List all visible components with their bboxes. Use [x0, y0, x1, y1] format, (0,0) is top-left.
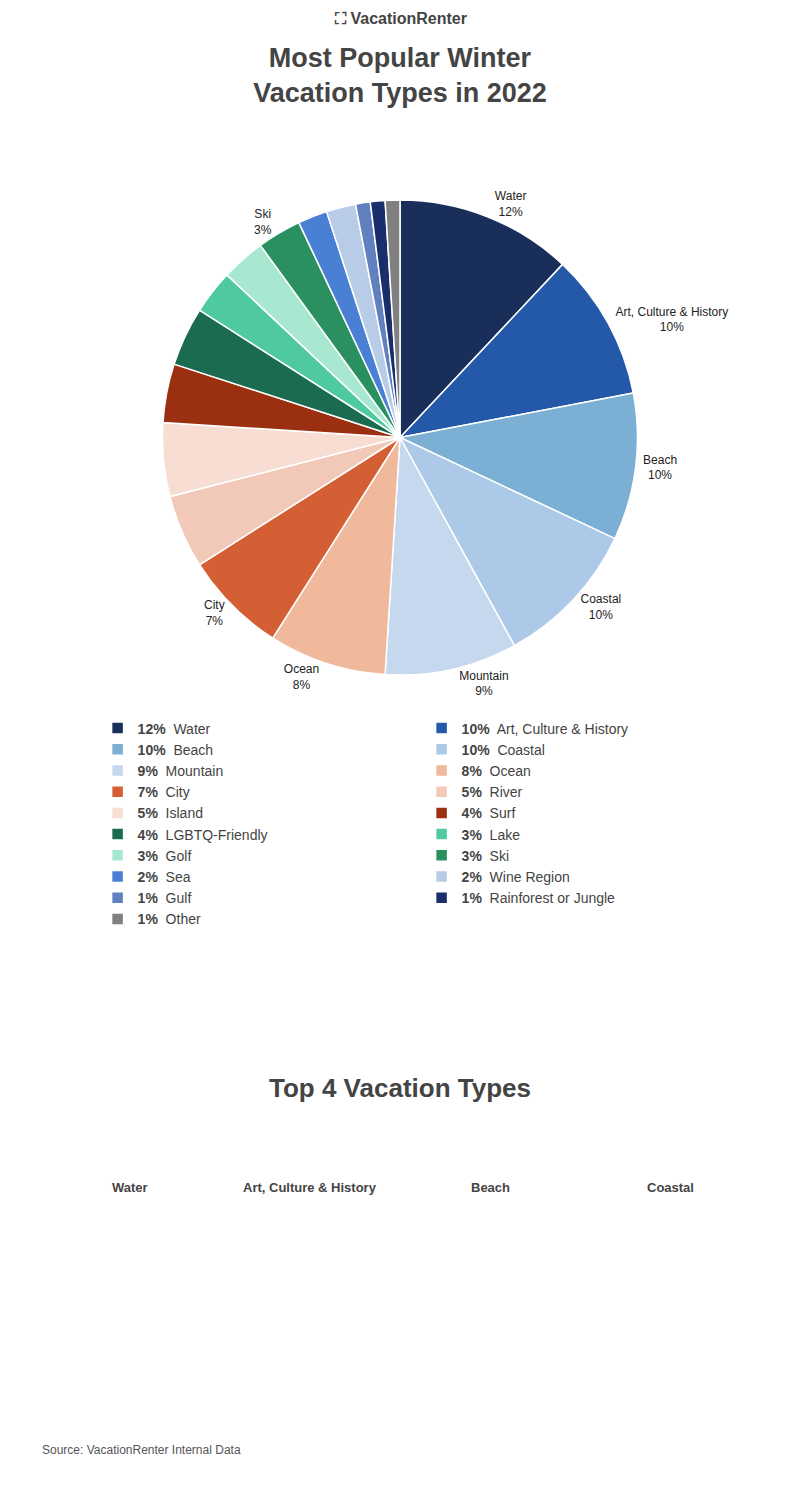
svg-text:1% Gulf: 1% Gulf [138, 890, 192, 906]
svg-text:City7%: City7% [204, 598, 225, 628]
svg-text:Mountain9%: Mountain9% [459, 669, 508, 699]
svg-text:Water: Water [112, 1180, 148, 1195]
svg-text:4% LGBTQ-Friendly: 4% LGBTQ-Friendly [138, 827, 268, 843]
svg-text:8% Ocean: 8% Ocean [462, 763, 531, 779]
svg-text:5% Island: 5% Island [138, 805, 203, 821]
svg-text:5% River: 5% River [462, 784, 523, 800]
svg-text:10% Art, Culture & History: 10% Art, Culture & History [462, 721, 629, 737]
svg-text:7% City: 7% City [138, 784, 190, 800]
svg-text:12% Water: 12% Water [138, 721, 211, 737]
svg-text:2% Sea: 2% Sea [138, 869, 191, 885]
svg-text:Coastal: Coastal [647, 1180, 694, 1195]
svg-text:Water12%: Water12% [495, 189, 527, 219]
svg-text:Beach10%: Beach10% [643, 453, 677, 483]
svg-text:1% Rainforest or Jungle: 1% Rainforest or Jungle [462, 890, 616, 906]
svg-text:10% Coastal: 10% Coastal [462, 742, 545, 758]
svg-text:⛶ VacationRenter: ⛶ VacationRenter [334, 10, 467, 27]
svg-text:Coastal10%: Coastal10% [581, 592, 622, 622]
svg-text:Top 4 Vacation Types: Top 4 Vacation Types [269, 1073, 531, 1103]
svg-text:Art, Culture & History: Art, Culture & History [243, 1180, 377, 1195]
svg-text:1% Other: 1% Other [138, 911, 201, 927]
svg-text:Source: VacationRenter Interna: Source: VacationRenter Internal Data [42, 1443, 241, 1457]
svg-text:Most Popular WinterVacation Ty: Most Popular WinterVacation Types in 202… [253, 43, 547, 108]
svg-text:2% Wine Region: 2% Wine Region [462, 869, 570, 885]
svg-text:Ski3%: Ski3% [254, 207, 272, 237]
svg-text:4% Surf: 4% Surf [462, 805, 516, 821]
svg-text:Beach: Beach [471, 1180, 510, 1195]
svg-text:Ocean8%: Ocean8% [284, 662, 319, 692]
svg-text:9% Mountain: 9% Mountain [138, 763, 224, 779]
svg-text:3% Ski: 3% Ski [462, 848, 509, 864]
svg-text:10% Beach: 10% Beach [138, 742, 214, 758]
svg-text:3% Golf: 3% Golf [138, 848, 192, 864]
svg-text:Art, Culture & History10%: Art, Culture & History10% [616, 305, 729, 335]
svg-text:3% Lake: 3% Lake [462, 827, 521, 843]
